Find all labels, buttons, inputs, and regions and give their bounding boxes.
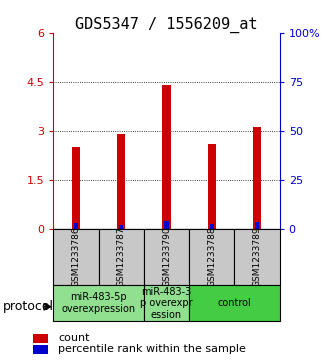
- Bar: [53, 229, 99, 285]
- Bar: [119, 225, 124, 229]
- Bar: [189, 285, 280, 321]
- Bar: [253, 127, 261, 229]
- Text: control: control: [217, 298, 251, 308]
- Bar: [99, 229, 144, 285]
- Text: GSM1233790: GSM1233790: [162, 227, 171, 287]
- Text: miR-483-3
p overexpr
ession: miR-483-3 p overexpr ession: [140, 286, 193, 320]
- Bar: [144, 285, 189, 321]
- Text: GSM1233788: GSM1233788: [207, 227, 216, 287]
- Bar: [164, 221, 169, 229]
- Bar: [189, 229, 234, 285]
- Bar: [33, 334, 48, 343]
- Bar: [74, 223, 78, 229]
- Text: GDS5347 / 1556209_at: GDS5347 / 1556209_at: [75, 16, 258, 33]
- Bar: [208, 144, 216, 229]
- Bar: [234, 229, 280, 285]
- Text: GSM1233786: GSM1233786: [71, 227, 81, 287]
- Bar: [33, 345, 48, 354]
- Text: GSM1233789: GSM1233789: [252, 227, 262, 287]
- Bar: [144, 229, 189, 285]
- Text: miR-483-5p
overexpression: miR-483-5p overexpression: [62, 292, 136, 314]
- Text: GSM1233787: GSM1233787: [117, 227, 126, 287]
- Bar: [163, 85, 170, 229]
- Bar: [53, 285, 144, 321]
- Text: protocol: protocol: [3, 300, 54, 313]
- Bar: [72, 147, 80, 229]
- Bar: [255, 222, 259, 229]
- Bar: [117, 134, 125, 229]
- Bar: [209, 224, 214, 229]
- Text: count: count: [58, 333, 90, 343]
- Text: percentile rank within the sample: percentile rank within the sample: [58, 344, 246, 354]
